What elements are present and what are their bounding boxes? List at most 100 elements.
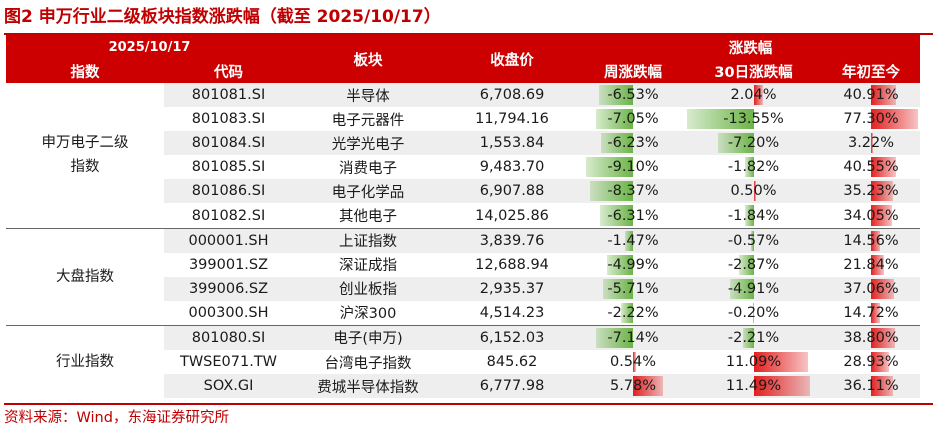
weekly-change-cell: -1.47% [581,228,686,253]
ytd-change-bar [871,85,897,106]
ytd-change-cell: 38.80% [822,325,921,351]
weekly-change-bar [607,254,634,275]
weekly-change-bar [589,181,634,202]
table-row: 801082.SI 其他电子 14,025.86 -6.31% -1.84% 34.05% [6,203,921,229]
weekly-change-value: -7.14% [607,329,659,346]
weekly-change-bar [633,376,664,397]
table-header: 2025/10/17 板块 收盘价 涨跌幅 指数 代码 周涨跌幅 30日涨跌幅 … [6,35,921,83]
code-cell: 801085.SI [191,159,266,176]
d30-change-cell: 11.09% [685,350,822,374]
ytd-change-value: 28.93% [843,354,899,371]
code-cell: 801084.SI [164,131,294,156]
sector-cell: 其他电子 [293,203,444,229]
d30-change-bar [750,230,754,251]
sector-cell: 深证成指 [339,258,398,275]
ytd-change-cell: 14.72% [822,300,921,326]
weekly-change-cell: -6.53% [581,83,686,108]
d30-change-value: -4.91% [727,280,780,297]
d30-change-bar [753,181,756,202]
table-body: 申万电子二级 指数 801081.SI 半导体 6,708.69 -6.53% 2.04%… [6,83,921,399]
weekly-change-value: -6.31% [607,207,659,224]
header-change-group: 涨跌幅 [581,35,921,59]
d30-change-value: 0.50% [730,183,777,200]
footer-rule [4,403,933,405]
ytd-change-bar [871,181,893,202]
table-row: 801084.SI 光学光电子 1,553.84 -6.23% -7.20% 3.22% [6,131,921,156]
weekly-change-value: -7.05% [607,111,659,128]
group-name: 行业指数 [6,325,164,399]
ytd-change-value: 14.56% [843,232,899,249]
d30-change-cell: -0.57% [685,228,823,253]
close-cell: 6,708.69 [443,83,582,108]
d30-change-value: -0.57% [727,232,780,249]
weekly-change-value: -6.23% [607,135,659,152]
header-sector: 板块 [293,35,444,83]
sector-cell: 上证指数 [293,228,444,253]
d30-change-bar [744,157,754,178]
sector-cell: 沪深300 [293,300,444,326]
ytd-change-value: 34.05% [843,207,899,224]
sector-cell: 电子化学品 [293,179,444,204]
weekly-change-cell: 5.78% [581,374,686,399]
ytd-change-cell: 37.06% [822,276,921,301]
weekly-change-cell: -6.31% [581,203,686,229]
ytd-change-cell: 77.30% [822,107,920,131]
ytd-change-value: 21.84% [843,256,899,273]
ytd-change-bar [871,254,885,275]
close-cell: 6,152.03 [443,325,582,351]
d30-change-value: -1.82% [727,159,780,176]
d30-change-cell: -4.91% [685,276,823,301]
table-row: 000300.SH 沪深300 4,514.23 -2.22% -0.20% 14.72% [6,300,921,326]
header-ytd: 年初至今 [822,59,921,83]
d30-change-cell: -2.21% [685,325,823,351]
d30-change-cell: -13.55% [685,107,822,131]
d30-change-value: -1.84% [727,207,780,224]
code-cell: 801086.SI [164,179,294,204]
weekly-change-bar [595,327,634,349]
code-cell: 801081.SI [164,83,294,108]
ytd-change-value: 40.55% [843,159,899,176]
sector-cell: 半导体 [293,83,444,108]
ytd-change-cell: 3.22% [822,131,921,156]
d30-change-bar [718,133,754,154]
d30-change-bar [729,278,754,299]
close-cell: 3,839.76 [443,228,582,253]
weekly-change-cell: 0.54% [581,350,685,374]
weekly-change-cell: -4.99% [581,253,685,277]
table-row: 行业指数 801080.SI 电子(申万) 6,152.03 -7.14% -2.21% 3… [6,325,921,399]
close-cell: 2,935.37 [443,276,582,301]
close-cell: 1,553.84 [443,131,582,156]
d30-change-cell: -0.20% [685,300,823,326]
d30-change-cell: -1.84% [685,203,823,229]
weekly-change-cell: -5.71% [581,276,686,301]
weekly-change-value: -9.10% [607,159,659,176]
ytd-change-bar [871,205,892,226]
ytd-change-bar [871,278,894,299]
ytd-change-value: 3.22% [847,135,895,152]
table-row: 399006.SZ 创业板指 2,935.37 -5.71% -4.91% 37.06% [6,276,921,301]
close-cell: 4,514.23 [443,300,582,326]
weekly-change-value: -2.22% [607,304,659,321]
weekly-change-value: -5.71% [607,280,659,297]
table-row: 申万电子二级 指数 801081.SI 半导体 6,708.69 -6.53% 2.04%… [6,83,921,229]
ytd-change-value: 35.23% [843,183,899,200]
table-row: 801086.SI 电子化学品 6,907.88 -8.37% 0.50% 35.23% [6,179,921,204]
d30-change-value: -13.55% [723,111,784,128]
sector-performance-table: 2025/10/17 板块 收盘价 涨跌幅 指数 代码 周涨跌幅 30日涨跌幅 … [6,35,921,399]
d30-change-cell: -2.87% [685,253,822,277]
code-cell: 801082.SI [164,203,294,229]
sector-cell: 电子元器件 [331,112,405,129]
d30-change-bar [687,109,754,130]
ytd-change-cell: 35.23% [822,179,921,204]
sector-cell: 费城半导体指数 [293,374,444,399]
header-weekly: 周涨跌幅 [581,59,686,83]
ytd-change-cell: 40.55% [822,155,920,179]
sector-cell: 光学光电子 [293,131,444,156]
weekly-change-cell: -6.23% [581,131,686,156]
close-cell: 14,025.86 [443,203,582,229]
d30-change-value: -0.20% [727,304,780,321]
code-cell: SOX.GI [164,374,294,399]
d30-change-value: -2.87% [727,256,780,273]
sector-cell: 台湾电子指数 [324,355,412,372]
weekly-change-bar [621,302,634,323]
